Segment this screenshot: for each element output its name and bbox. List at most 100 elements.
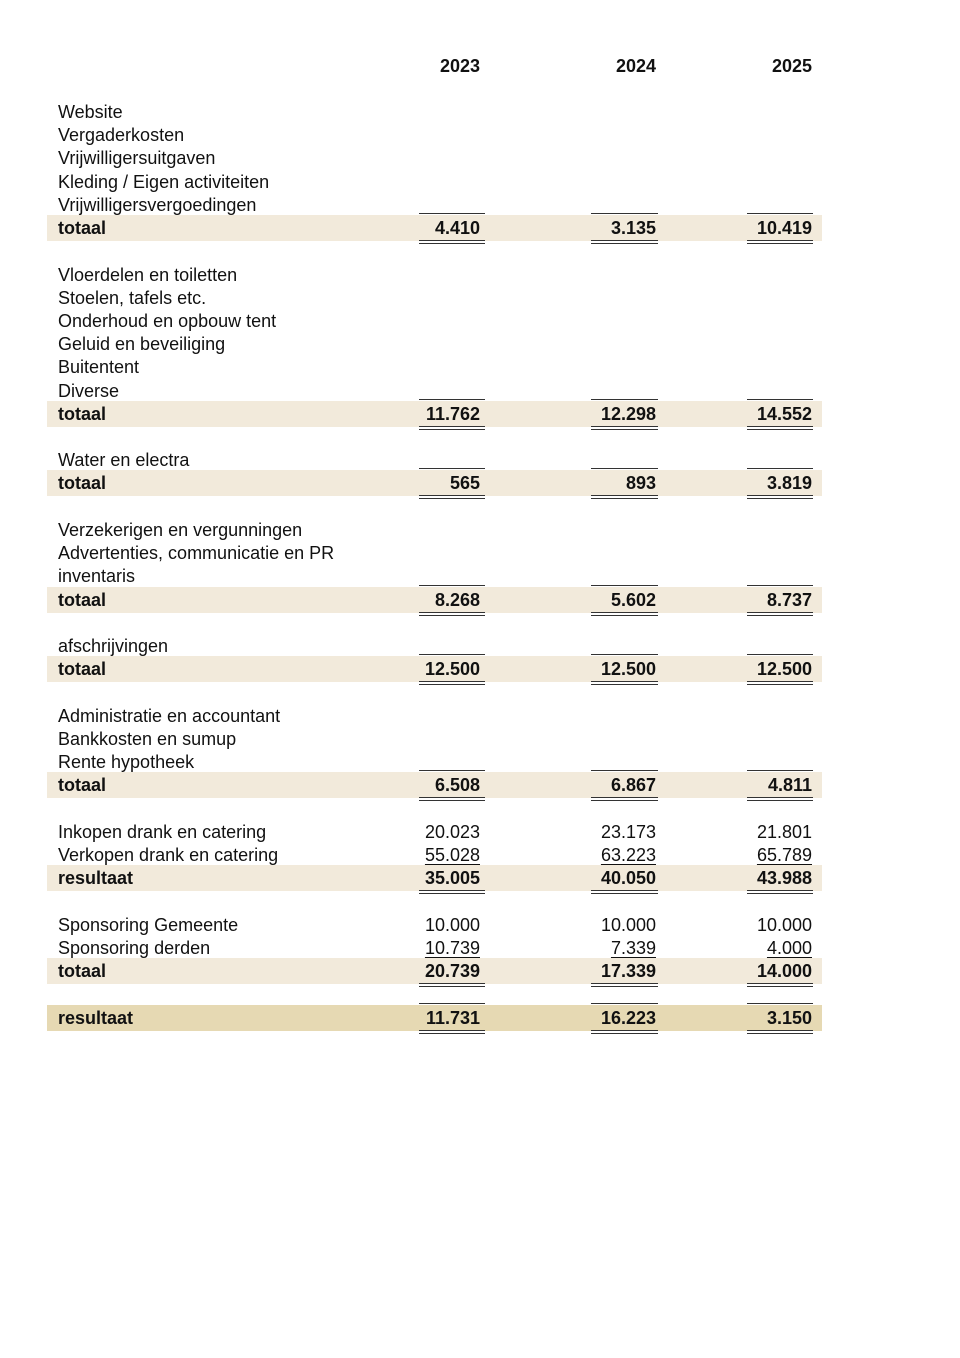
total-label: resultaat xyxy=(58,1007,134,1028)
total-value: 12.500 xyxy=(424,659,480,680)
sum-rule xyxy=(747,770,813,772)
total-band xyxy=(47,958,822,985)
total-value: 14.000 xyxy=(756,961,812,982)
total-value: 12.298 xyxy=(600,403,656,424)
total-value: 12.500 xyxy=(600,659,656,680)
total-value: 12.500 xyxy=(756,659,812,680)
row-label: Website xyxy=(58,102,123,122)
row-label: Geluid en beveiliging xyxy=(58,334,226,355)
row-value: 4.000 xyxy=(766,937,812,958)
row-value: 10.000 xyxy=(600,914,656,935)
sum-rule xyxy=(591,398,658,400)
sum-rule xyxy=(591,654,658,656)
row-label: Vrijwilligersuitgaven xyxy=(58,148,216,169)
total-value: 3.150 xyxy=(766,1007,812,1028)
row-label: Sponsoring derden xyxy=(58,937,211,958)
total-value: 43.988 xyxy=(756,868,812,889)
double-rule xyxy=(747,983,813,988)
sum-rule xyxy=(419,468,485,470)
row-label: Buitentent xyxy=(58,357,140,378)
row-value: 7.339 xyxy=(610,937,656,958)
total-label: totaal xyxy=(58,218,107,238)
double-rule xyxy=(419,983,485,988)
total-value: 893 xyxy=(625,473,656,494)
double-rule xyxy=(591,797,658,802)
double-rule xyxy=(419,240,485,244)
double-rule xyxy=(591,425,658,430)
row-label: Administratie en accountant xyxy=(58,705,281,726)
total-value: 11.731 xyxy=(425,1007,480,1028)
double-rule xyxy=(591,240,658,244)
total-value: 40.050 xyxy=(600,868,656,889)
row-label: Advertenties, communicatie en PR xyxy=(58,543,335,564)
year-header: 2025 xyxy=(771,56,812,76)
total-value: 4.410 xyxy=(434,218,480,238)
row-label: Stoelen, tafels etc. xyxy=(58,287,207,308)
double-rule xyxy=(747,495,813,500)
row-value: 23.173 xyxy=(600,821,656,842)
double-rule xyxy=(747,681,813,686)
year-header: 2023 xyxy=(439,56,480,76)
sum-rule xyxy=(591,584,658,586)
total-value: 20.739 xyxy=(424,961,480,982)
total-value: 565 xyxy=(449,473,480,494)
row-label: Vergaderkosten xyxy=(58,125,185,146)
total-band xyxy=(47,865,822,892)
row-value: 63.223 xyxy=(600,845,656,865)
row-label: inventaris xyxy=(58,566,136,587)
row-label: Rente hypotheek xyxy=(58,752,195,773)
sum-rule xyxy=(747,654,813,656)
sum-rule xyxy=(591,770,658,772)
row-label: Onderhoud en opbouw tent xyxy=(58,310,277,331)
total-label: resultaat xyxy=(58,868,134,889)
sum-rule xyxy=(419,584,485,586)
double-rule xyxy=(419,681,485,686)
sum-rule xyxy=(747,584,813,586)
sum-rule xyxy=(747,1002,813,1004)
year-header: 2024 xyxy=(615,56,656,76)
total-value: 6.867 xyxy=(610,775,656,796)
total-value: 35.005 xyxy=(424,868,480,889)
total-value: 10.419 xyxy=(756,218,812,238)
total-value: 3.819 xyxy=(766,473,812,494)
sum-rule xyxy=(419,398,485,400)
double-rule xyxy=(419,1029,485,1034)
row-label: Verzekerigen en vergunningen xyxy=(58,519,303,540)
total-label: totaal xyxy=(58,775,107,796)
total-value: 16.223 xyxy=(600,1007,656,1028)
sum-rule xyxy=(419,654,485,656)
double-rule xyxy=(591,681,658,686)
total-value: 11.762 xyxy=(425,403,480,424)
total-band xyxy=(47,656,822,683)
sum-rule xyxy=(747,398,813,400)
double-rule xyxy=(419,495,485,500)
total-value: 17.339 xyxy=(600,961,656,982)
double-rule xyxy=(591,495,658,500)
row-value: 10.000 xyxy=(424,914,480,935)
sum-rule xyxy=(419,1002,485,1004)
row-value: 65.789 xyxy=(756,845,812,865)
total-label: totaal xyxy=(58,961,107,982)
double-rule xyxy=(747,425,813,430)
row-label: Vrijwilligersvergoedingen xyxy=(58,194,257,215)
double-rule xyxy=(591,983,658,988)
double-rule xyxy=(747,240,813,244)
total-band xyxy=(47,586,822,613)
row-label: Inkopen drank en catering xyxy=(58,821,267,842)
total-value: 8.268 xyxy=(434,589,480,610)
total-band xyxy=(47,400,822,427)
total-label: totaal xyxy=(58,473,107,494)
double-rule xyxy=(419,797,485,802)
sum-rule xyxy=(419,213,485,214)
total-value: 8.737 xyxy=(766,589,812,610)
row-value: 20.023 xyxy=(424,821,480,842)
sum-rule xyxy=(747,468,813,470)
total-value: 6.508 xyxy=(434,775,480,796)
double-rule xyxy=(747,890,813,895)
sum-rule xyxy=(591,1002,658,1004)
row-label: Bankkosten en sumup xyxy=(58,728,237,749)
total-band xyxy=(47,772,822,799)
row-value: 55.028 xyxy=(424,845,480,865)
double-rule xyxy=(419,611,485,616)
